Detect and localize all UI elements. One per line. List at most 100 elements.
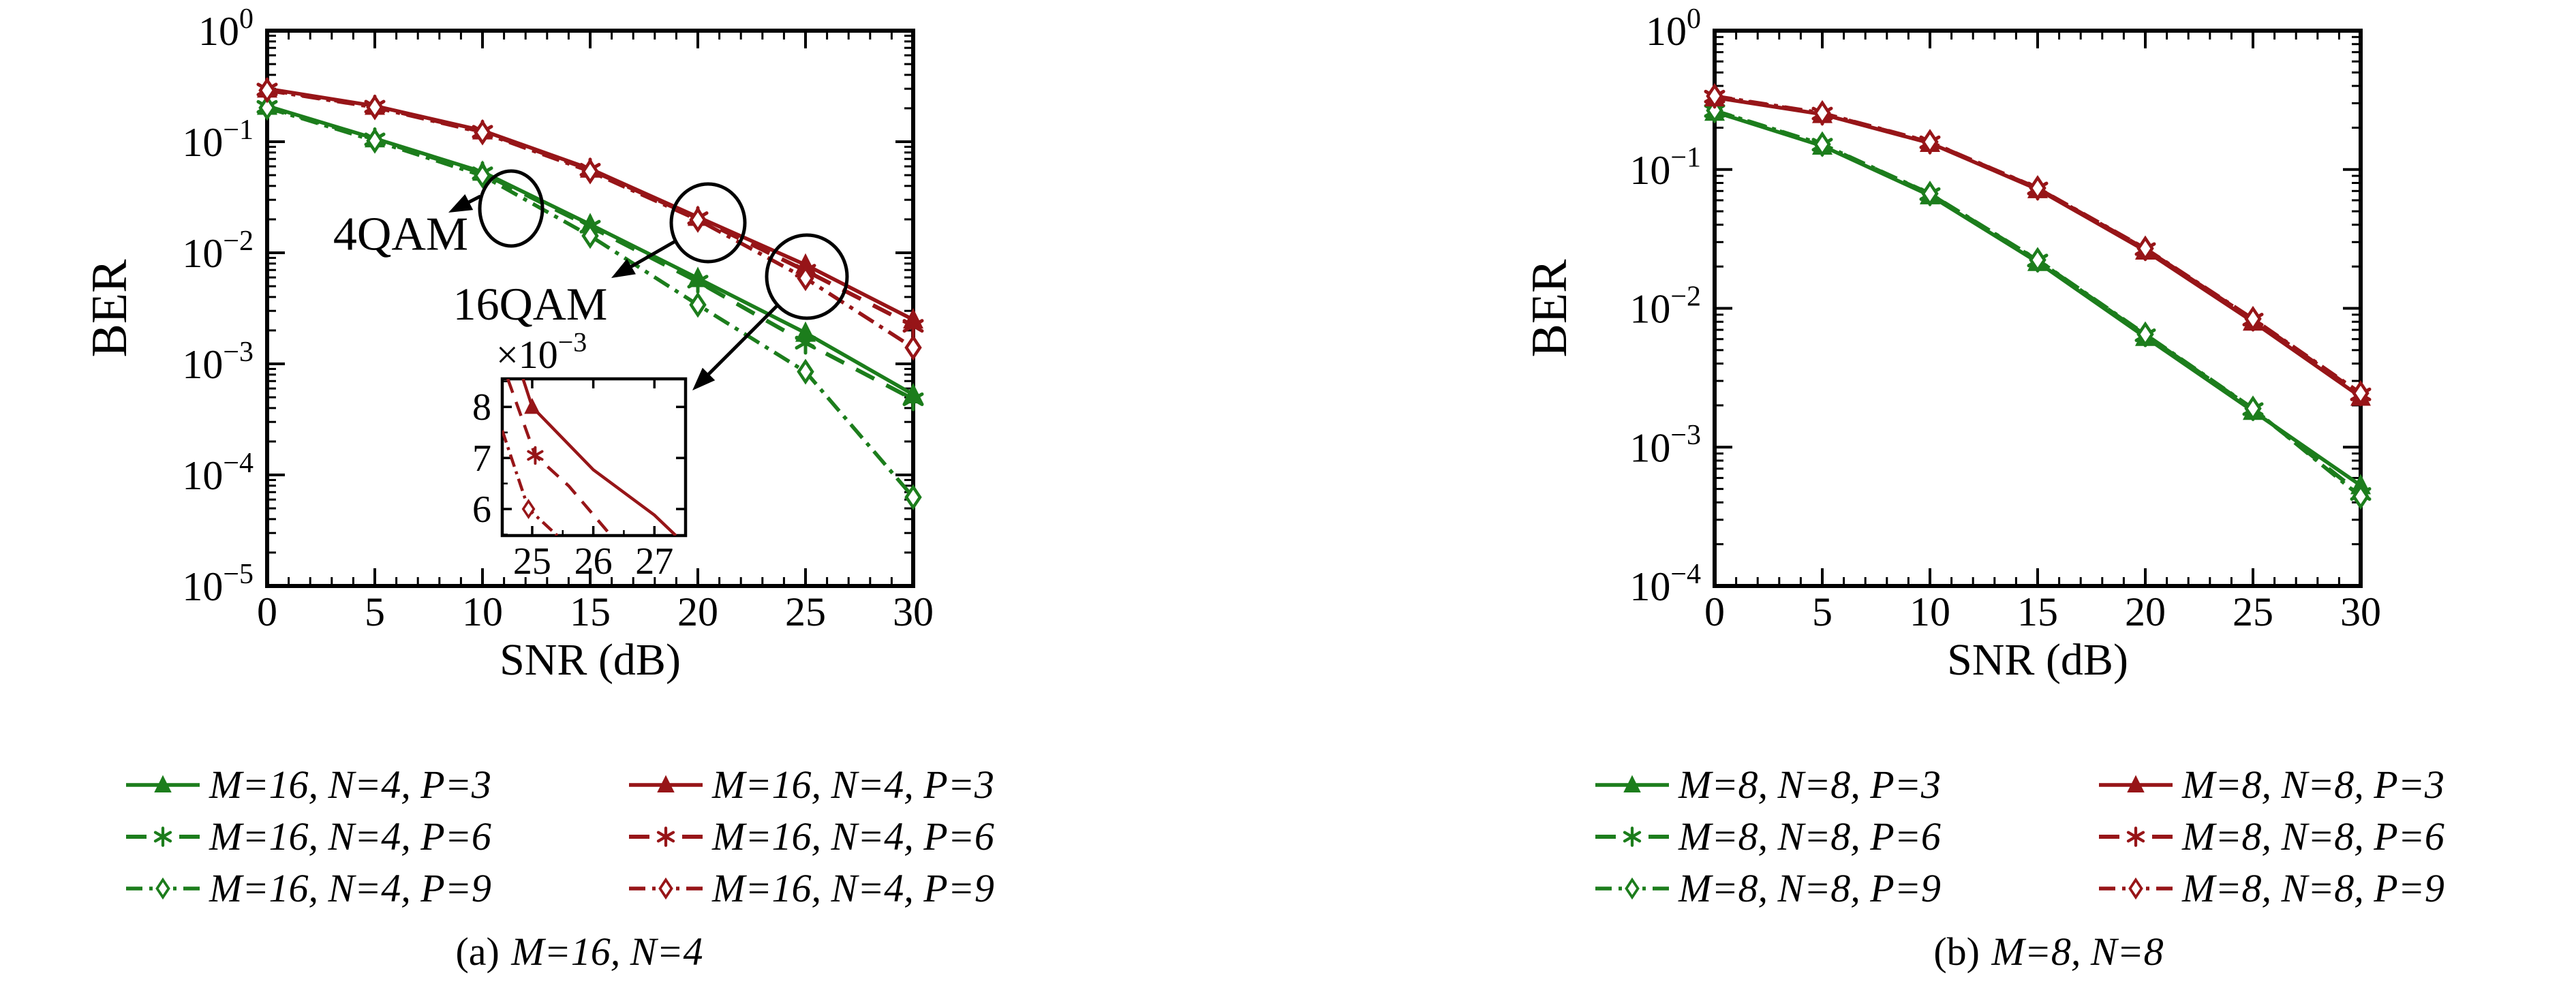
diamond-marker — [658, 877, 673, 900]
diamond-marker — [581, 158, 599, 185]
svg-text:20: 20 — [677, 589, 718, 634]
legend-item: M=16, N=4, P=3 — [125, 759, 491, 811]
svg-text:5: 5 — [1812, 589, 1833, 634]
caption-right-prefix: (b) — [1933, 929, 1980, 974]
series-line-1 — [1714, 108, 2362, 496]
diamond-marker — [155, 877, 170, 900]
legend-label: M=16, N=4, P=9 — [209, 866, 491, 910]
svg-text:15: 15 — [2017, 589, 2058, 634]
legend-label: M=16, N=4, P=3 — [712, 762, 994, 807]
svg-text:×10−3: ×10−3 — [496, 327, 587, 377]
legend-item: M=8, N=8, P=6 — [2098, 811, 2444, 863]
legend-item: M=8, N=8, P=3 — [2098, 759, 2444, 811]
legend-left-col-4qam: M=16, N=4, P=3 M=16, N=4, P=6 M=16, N=4,… — [125, 759, 491, 914]
diamond-marker — [2128, 877, 2143, 900]
arrowhead — [692, 367, 716, 390]
legend-item: M=16, N=4, P=6 — [628, 811, 994, 863]
legend-item: M=16, N=4, P=6 — [125, 811, 491, 863]
highlight-ellipse — [765, 233, 849, 320]
svg-text:0: 0 — [1704, 589, 1725, 634]
plot-root: 0 5 10 15 20 25 30 100 10−1 10−2 10−3 10−4 SNR (dB) B… — [1522, 3, 2381, 685]
svg-text:30: 30 — [2340, 589, 2381, 634]
arrowhead — [448, 194, 474, 213]
legend-item: M=8, N=8, P=9 — [2098, 863, 2444, 914]
legend-label: M=8, N=8, P=6 — [1678, 814, 1941, 859]
triangle-marker — [2127, 775, 2145, 793]
svg-text:6: 6 — [472, 489, 491, 531]
asterisk-marker — [656, 827, 675, 847]
caption-left: (a) M=16, N=4 — [455, 928, 703, 976]
legend-sample-line — [126, 775, 200, 793]
legend-sample-line — [629, 877, 703, 900]
tick-labels: 0 5 10 15 20 25 30 100 10−1 10−2 10−3 10−4 10−5 — [182, 3, 934, 634]
asterisk-marker — [687, 269, 709, 294]
caption-right: (b) M=8, N=8 — [1933, 928, 2163, 976]
diamond-marker — [2244, 305, 2262, 332]
svg-text:8: 8 — [472, 386, 491, 429]
annotation-label: 16QAM — [453, 278, 608, 330]
caption-right-text: M=8, N=8 — [1991, 929, 2164, 974]
diamond-marker — [521, 499, 536, 519]
svg-text:5: 5 — [365, 589, 385, 634]
legend-sample-line — [1595, 775, 1669, 793]
diamond-marker — [689, 206, 707, 233]
svg-text:10−4: 10−4 — [1629, 559, 1701, 609]
inset-series-0 — [521, 379, 677, 536]
svg-text:10−4: 10−4 — [182, 448, 254, 498]
diamond-marker — [258, 95, 276, 121]
diamond-marker — [797, 358, 814, 385]
asterisk-marker — [902, 387, 924, 412]
svg-text:0: 0 — [257, 589, 277, 634]
legend-sample-line — [2099, 827, 2173, 847]
series-markers-1 — [1704, 99, 2372, 506]
legend-sample-line — [1595, 877, 1669, 900]
diamond-marker — [258, 77, 276, 104]
asterisk-marker — [795, 330, 816, 355]
triangle-marker — [524, 397, 540, 414]
chart-left-plot: 0 5 10 15 20 25 30 100 10−1 10−2 10−3 10−4 10−5 SNR (… — [82, 3, 934, 685]
legend-item: M=16, N=4, P=9 — [628, 863, 994, 914]
svg-text:7: 7 — [472, 437, 491, 480]
asterisk-marker — [2126, 827, 2145, 847]
triangle-marker — [154, 775, 172, 793]
asterisk-marker — [153, 827, 172, 847]
diamond-marker — [2244, 395, 2262, 422]
svg-text:10−2: 10−2 — [1629, 281, 1701, 331]
legend-left-col-16qam: M=16, N=4, P=3 M=16, N=4, P=6 M=16, N=4,… — [628, 759, 994, 914]
svg-text:100: 100 — [198, 3, 254, 54]
legend-label: M=8, N=8, P=3 — [2182, 762, 2444, 807]
diamond-marker — [2352, 483, 2370, 510]
diamond-marker — [2352, 380, 2370, 407]
diamond-marker — [366, 94, 384, 121]
diamond-marker — [904, 484, 922, 510]
triangle-marker — [1623, 775, 1641, 793]
inset-series-1 — [506, 379, 613, 536]
y-axis-label: BER — [82, 259, 138, 358]
svg-text:10−1: 10−1 — [1629, 142, 1701, 193]
svg-text:10: 10 — [1910, 589, 1950, 634]
svg-text:15: 15 — [570, 589, 611, 634]
svg-text:25: 25 — [785, 589, 826, 634]
diamond-marker — [2136, 321, 2154, 348]
series-markers-5 — [1706, 82, 2370, 407]
legend-item: M=16, N=4, P=9 — [125, 863, 491, 914]
legend-sample-line — [126, 877, 200, 900]
svg-text:26: 26 — [574, 540, 613, 583]
x-axis-label: SNR (dB) — [500, 635, 681, 685]
series-markers-2 — [258, 95, 922, 510]
diamond-marker — [2029, 247, 2046, 273]
legend-item: M=16, N=4, P=3 — [628, 759, 994, 811]
asterisk-marker — [902, 313, 924, 338]
svg-text:10: 10 — [462, 589, 503, 634]
diamond-marker — [904, 335, 922, 361]
svg-text:10−3: 10−3 — [1629, 420, 1701, 470]
svg-text:20: 20 — [2125, 589, 2166, 634]
diamond-marker — [581, 223, 599, 249]
legend-label: M=8, N=8, P=3 — [1678, 762, 1941, 807]
legend-label: M=8, N=8, P=9 — [2182, 866, 2444, 910]
legend-right-col-16qam: M=8, N=8, P=3 M=8, N=8, P=6 M=8, N=8, P=… — [2098, 759, 2444, 914]
legend-item: M=8, N=8, P=9 — [1594, 863, 1941, 914]
diamond-marker — [1813, 99, 1831, 126]
highlight-ellipse — [669, 182, 747, 264]
